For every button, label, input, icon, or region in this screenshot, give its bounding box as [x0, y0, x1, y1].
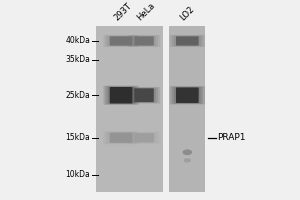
FancyBboxPatch shape	[110, 87, 132, 103]
FancyBboxPatch shape	[110, 133, 132, 143]
FancyBboxPatch shape	[106, 86, 136, 104]
Circle shape	[184, 158, 191, 163]
FancyBboxPatch shape	[128, 87, 160, 104]
FancyBboxPatch shape	[176, 87, 199, 103]
FancyBboxPatch shape	[110, 36, 132, 46]
Text: 10kDa: 10kDa	[65, 170, 90, 179]
Text: HeLa: HeLa	[135, 1, 156, 23]
Text: 40kDa: 40kDa	[65, 36, 90, 45]
FancyBboxPatch shape	[132, 133, 156, 143]
FancyBboxPatch shape	[170, 86, 205, 104]
FancyBboxPatch shape	[130, 35, 158, 46]
FancyBboxPatch shape	[103, 35, 139, 47]
Text: 15kDa: 15kDa	[65, 133, 90, 142]
FancyBboxPatch shape	[130, 87, 158, 103]
FancyBboxPatch shape	[174, 87, 201, 103]
Bar	[169, 26, 205, 192]
FancyBboxPatch shape	[103, 86, 139, 105]
FancyBboxPatch shape	[108, 36, 134, 46]
FancyBboxPatch shape	[108, 132, 134, 143]
FancyBboxPatch shape	[106, 35, 136, 46]
FancyBboxPatch shape	[103, 131, 139, 144]
FancyBboxPatch shape	[128, 132, 160, 144]
FancyBboxPatch shape	[172, 35, 203, 46]
FancyBboxPatch shape	[108, 87, 134, 104]
FancyBboxPatch shape	[106, 132, 136, 144]
FancyBboxPatch shape	[130, 132, 158, 143]
Text: LO2: LO2	[178, 5, 196, 23]
Text: PRAP1: PRAP1	[217, 133, 246, 142]
FancyBboxPatch shape	[172, 87, 203, 104]
FancyBboxPatch shape	[174, 36, 201, 46]
Bar	[96, 26, 164, 192]
FancyBboxPatch shape	[132, 88, 156, 103]
Text: 293T: 293T	[112, 2, 134, 23]
FancyBboxPatch shape	[170, 35, 205, 47]
FancyBboxPatch shape	[134, 88, 154, 102]
Text: 25kDa: 25kDa	[65, 91, 90, 100]
Text: 35kDa: 35kDa	[65, 55, 90, 64]
Circle shape	[182, 149, 192, 155]
FancyBboxPatch shape	[134, 36, 154, 46]
FancyBboxPatch shape	[176, 36, 199, 46]
FancyBboxPatch shape	[132, 36, 156, 46]
FancyBboxPatch shape	[134, 133, 154, 142]
FancyBboxPatch shape	[128, 35, 160, 47]
